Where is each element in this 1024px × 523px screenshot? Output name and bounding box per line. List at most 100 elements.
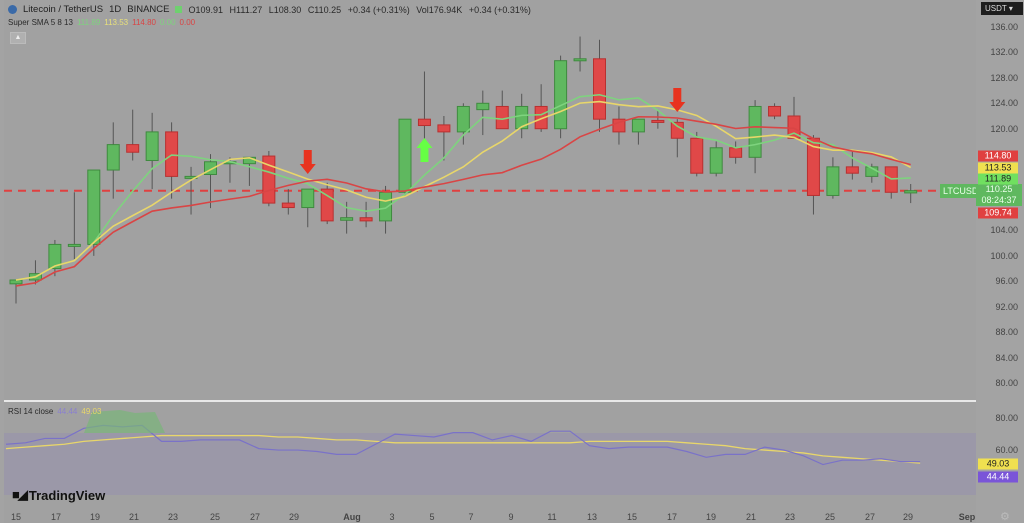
market-status-icon (175, 6, 183, 13)
currency-label: USDT (985, 4, 1007, 13)
time-tick: 21 (128, 512, 140, 522)
time-tick: 23 (167, 512, 179, 522)
sell-signal-arrow-icon (299, 150, 316, 174)
price-tick: 128.00 (990, 72, 1018, 83)
price-tick: 92.00 (995, 301, 1018, 312)
ticker-label: LTCUSDT (940, 184, 987, 198)
price-tag: 113.53 (978, 162, 1018, 174)
rsi-ma-value: 49.03 (81, 407, 102, 416)
settings-gear-icon[interactable]: ⚙ (1000, 511, 1010, 523)
change-value: +0.34 (+0.31%) (347, 4, 410, 15)
candle (9, 279, 23, 285)
rsi-tag: 49.03 (978, 458, 1018, 470)
time-tick: 29 (288, 512, 300, 522)
price-tick: 96.00 (995, 276, 1018, 287)
volume-change: +0.34 (+0.31%) (468, 4, 531, 15)
candle (554, 60, 568, 130)
indicator-legend[interactable]: Super SMA 5 8 13 111.89 113.53 114.80 0.00 0… (8, 18, 195, 27)
tradingview-logo[interactable]: ■◢ TradingView (12, 487, 105, 503)
bar-countdown: 08:24:37 (981, 195, 1017, 205)
time-tick: 15 (626, 512, 638, 522)
candle (845, 166, 859, 174)
candle (709, 147, 723, 174)
ohlc-values: O109.91 H111.27 L108.30 C110.25 +0.34 (+… (188, 5, 534, 15)
indicator-value: 0.00 (159, 18, 176, 27)
currency-selector[interactable]: USDT ▾ (981, 2, 1023, 15)
candle (768, 105, 782, 117)
candle (359, 217, 373, 222)
time-tick: 19 (89, 512, 101, 522)
candle (398, 118, 412, 193)
candle (145, 131, 159, 161)
candle (748, 105, 762, 158)
time-tick: 17 (666, 512, 678, 522)
price-tag: 111.89 (978, 173, 1018, 185)
symbol-header[interactable]: Litecoin / TetherUS 1D BINANCE O109.91 H… (8, 4, 535, 15)
close-value: C110.25 (307, 4, 342, 15)
candle (456, 105, 470, 133)
volume-value: Vol176.94K (416, 4, 463, 15)
candle (106, 144, 120, 171)
sell-signal-arrow-icon (669, 88, 686, 112)
candle (281, 202, 295, 209)
last-price-tag: 110.25 08:24:37 (976, 184, 1022, 206)
candle (729, 147, 743, 158)
price-tag: 109.74 (978, 207, 1018, 219)
candle (165, 131, 179, 177)
candle (593, 58, 606, 120)
candle (651, 119, 665, 123)
indicator-name[interactable]: Super SMA 5 8 13 (8, 18, 73, 27)
price-tag: 114.80 (978, 150, 1018, 162)
time-tick: 9 (508, 512, 514, 522)
time-tick: 17 (50, 512, 62, 522)
price-tick: 104.00 (990, 225, 1018, 236)
candle (476, 102, 490, 111)
price-tick: 120.00 (990, 123, 1018, 134)
candle (515, 105, 529, 130)
time-tick: 25 (209, 512, 221, 522)
time-tick: 27 (249, 512, 261, 522)
rsi-name[interactable]: RSI 14 close (8, 407, 54, 416)
brand-name: TradingView (28, 487, 106, 503)
tradingview-logo-icon: ■◢ (12, 487, 28, 502)
indicator-value: 0.00 (179, 18, 196, 27)
interval[interactable]: 1D (109, 4, 122, 15)
candle (631, 118, 645, 133)
time-tick: 5 (429, 512, 435, 522)
low-value: L108.30 (268, 4, 302, 15)
candle (301, 188, 315, 209)
indicator-value: 114.80 (132, 18, 156, 27)
candle (417, 118, 431, 127)
time-tick: 7 (468, 512, 474, 522)
price-tick: 132.00 (990, 47, 1018, 58)
candle (612, 118, 626, 133)
time-tick: 21 (745, 512, 757, 522)
open-value: O109.91 (188, 4, 224, 15)
price-tick: 124.00 (990, 98, 1018, 109)
time-tick: 11 (547, 512, 557, 522)
rsi-legend[interactable]: RSI 14 close 44.44 49.03 (8, 407, 101, 416)
time-tick: 25 (824, 512, 836, 522)
high-value: H111.27 (229, 4, 263, 15)
time-tick: 13 (586, 512, 598, 522)
candle (87, 169, 101, 245)
rsi-tick: 60.00 (995, 445, 1018, 455)
time-tick: 19 (705, 512, 717, 522)
candle (379, 191, 393, 222)
last-price: 110.25 (985, 184, 1013, 194)
price-tick: 88.00 (995, 327, 1018, 338)
symbol-name[interactable]: Litecoin / TetherUS (23, 4, 104, 15)
rsi-value: 44.44 (57, 407, 78, 416)
time-tick: Aug (343, 512, 361, 522)
litecoin-logo-icon (8, 5, 17, 14)
price-tick: 136.00 (990, 22, 1018, 32)
rsi-tag: 44.44 (978, 471, 1018, 483)
price-axis[interactable]: 136.00 132.00 128.00 124.00 120.00 104.00 100.… (976, 0, 1024, 523)
candle (826, 166, 840, 196)
price-tick: 84.00 (995, 352, 1018, 363)
time-tick: 23 (784, 512, 796, 522)
indicator-value: 113.53 (104, 18, 129, 27)
collapse-legend-button[interactable]: ▲ (10, 32, 26, 44)
candle (67, 243, 81, 247)
